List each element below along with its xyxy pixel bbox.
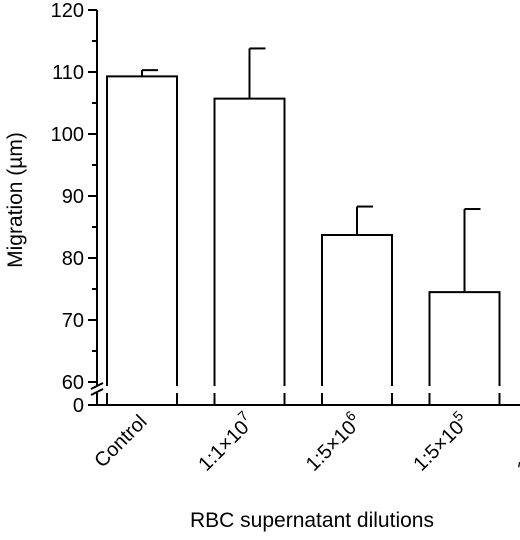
x-tick-label: 1: 5×104 [509,407,520,479]
bar [106,75,178,386]
x-tick-label: 1:5×106 [298,407,366,475]
y-axis-break-mark [90,388,104,396]
bar [321,234,393,386]
y-tick-label: 120 [51,0,84,22]
x-tick-label: 1:5×105 [406,407,474,475]
y-tick-label: 110 [52,62,84,84]
y-tick-label: 90 [62,186,84,208]
x-tick-label: 1:1×107 [191,407,259,475]
plot-area: 60 70 80 90 100 110 120 0 Control 1:1×107 1:5×106 1… [51,0,520,480]
y-tick-label: 100 [51,124,84,146]
x-axis-label: RBC supernatant dilutions [190,509,434,532]
y-tick-label: 70 [62,310,84,332]
y-tick-label: 80 [62,248,84,270]
bar [213,97,286,386]
bar [428,291,501,386]
y-axis-break-mark [90,382,104,390]
y-axis-label: Migration (µm) [4,132,27,268]
y-tick-label-zero: 0 [73,395,84,417]
y-tick-label: 60 [62,372,84,394]
x-tick-label: Control [90,411,151,472]
